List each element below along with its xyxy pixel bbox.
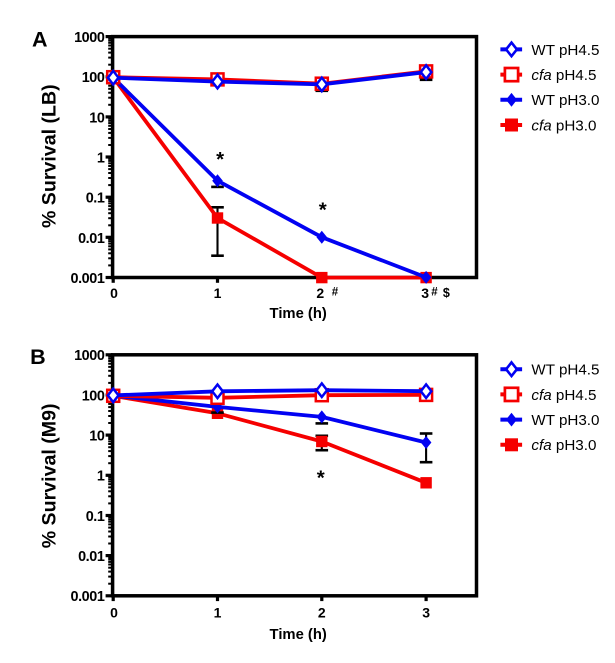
svg-text:1: 1 xyxy=(214,285,222,301)
svg-text:0.001: 0.001 xyxy=(70,589,104,605)
svg-text:% Survival (LB): % Survival (LB) xyxy=(39,84,61,228)
svg-text:*: * xyxy=(319,198,327,221)
svg-text:1000: 1000 xyxy=(74,348,105,364)
svg-text:WT pH3.0: WT pH3.0 xyxy=(531,92,599,109)
svg-text:0: 0 xyxy=(110,604,118,620)
svg-text:B: B xyxy=(30,345,46,369)
svg-text:cfa pH3.0: cfa pH3.0 xyxy=(531,437,596,454)
svg-text:1: 1 xyxy=(97,469,105,485)
svg-text:100: 100 xyxy=(82,70,105,86)
svg-text:cfa pH4.5: cfa pH4.5 xyxy=(531,67,596,84)
svg-text:0.1: 0.1 xyxy=(86,191,105,207)
svg-text:WT pH4.5: WT pH4.5 xyxy=(531,362,599,379)
svg-text:WT pH3.0: WT pH3.0 xyxy=(531,412,599,429)
svg-text:2: 2 xyxy=(316,285,324,301)
svg-text:*: * xyxy=(317,467,325,490)
svg-text:WT pH4.5: WT pH4.5 xyxy=(531,42,599,59)
svg-text:#: # xyxy=(332,286,339,298)
svg-text:3: 3 xyxy=(422,604,430,620)
svg-text:#: # xyxy=(431,286,438,298)
svg-text:0.001: 0.001 xyxy=(70,271,104,287)
svg-text:3: 3 xyxy=(421,285,429,301)
svg-text:cfa pH4.5: cfa pH4.5 xyxy=(531,387,596,404)
svg-text:$: $ xyxy=(443,286,450,300)
svg-text:0.1: 0.1 xyxy=(86,509,105,525)
svg-text:1: 1 xyxy=(97,150,105,166)
svg-text:Time (h): Time (h) xyxy=(270,627,327,643)
svg-text:0.01: 0.01 xyxy=(78,549,105,565)
svg-text:cfa pH3.0: cfa pH3.0 xyxy=(531,117,596,134)
svg-text:A: A xyxy=(32,28,48,52)
svg-text:10: 10 xyxy=(89,110,105,126)
svg-text:*: * xyxy=(216,148,224,171)
svg-text:0.01: 0.01 xyxy=(78,231,105,247)
svg-text:% Survival (M9): % Survival (M9) xyxy=(39,403,61,548)
svg-text:2: 2 xyxy=(318,604,326,620)
svg-text:10: 10 xyxy=(89,429,105,445)
svg-text:Time (h): Time (h) xyxy=(270,306,327,322)
svg-text:100: 100 xyxy=(82,388,105,404)
svg-text:0: 0 xyxy=(110,285,118,301)
svg-text:1000: 1000 xyxy=(74,30,105,46)
svg-text:1: 1 xyxy=(214,604,222,620)
